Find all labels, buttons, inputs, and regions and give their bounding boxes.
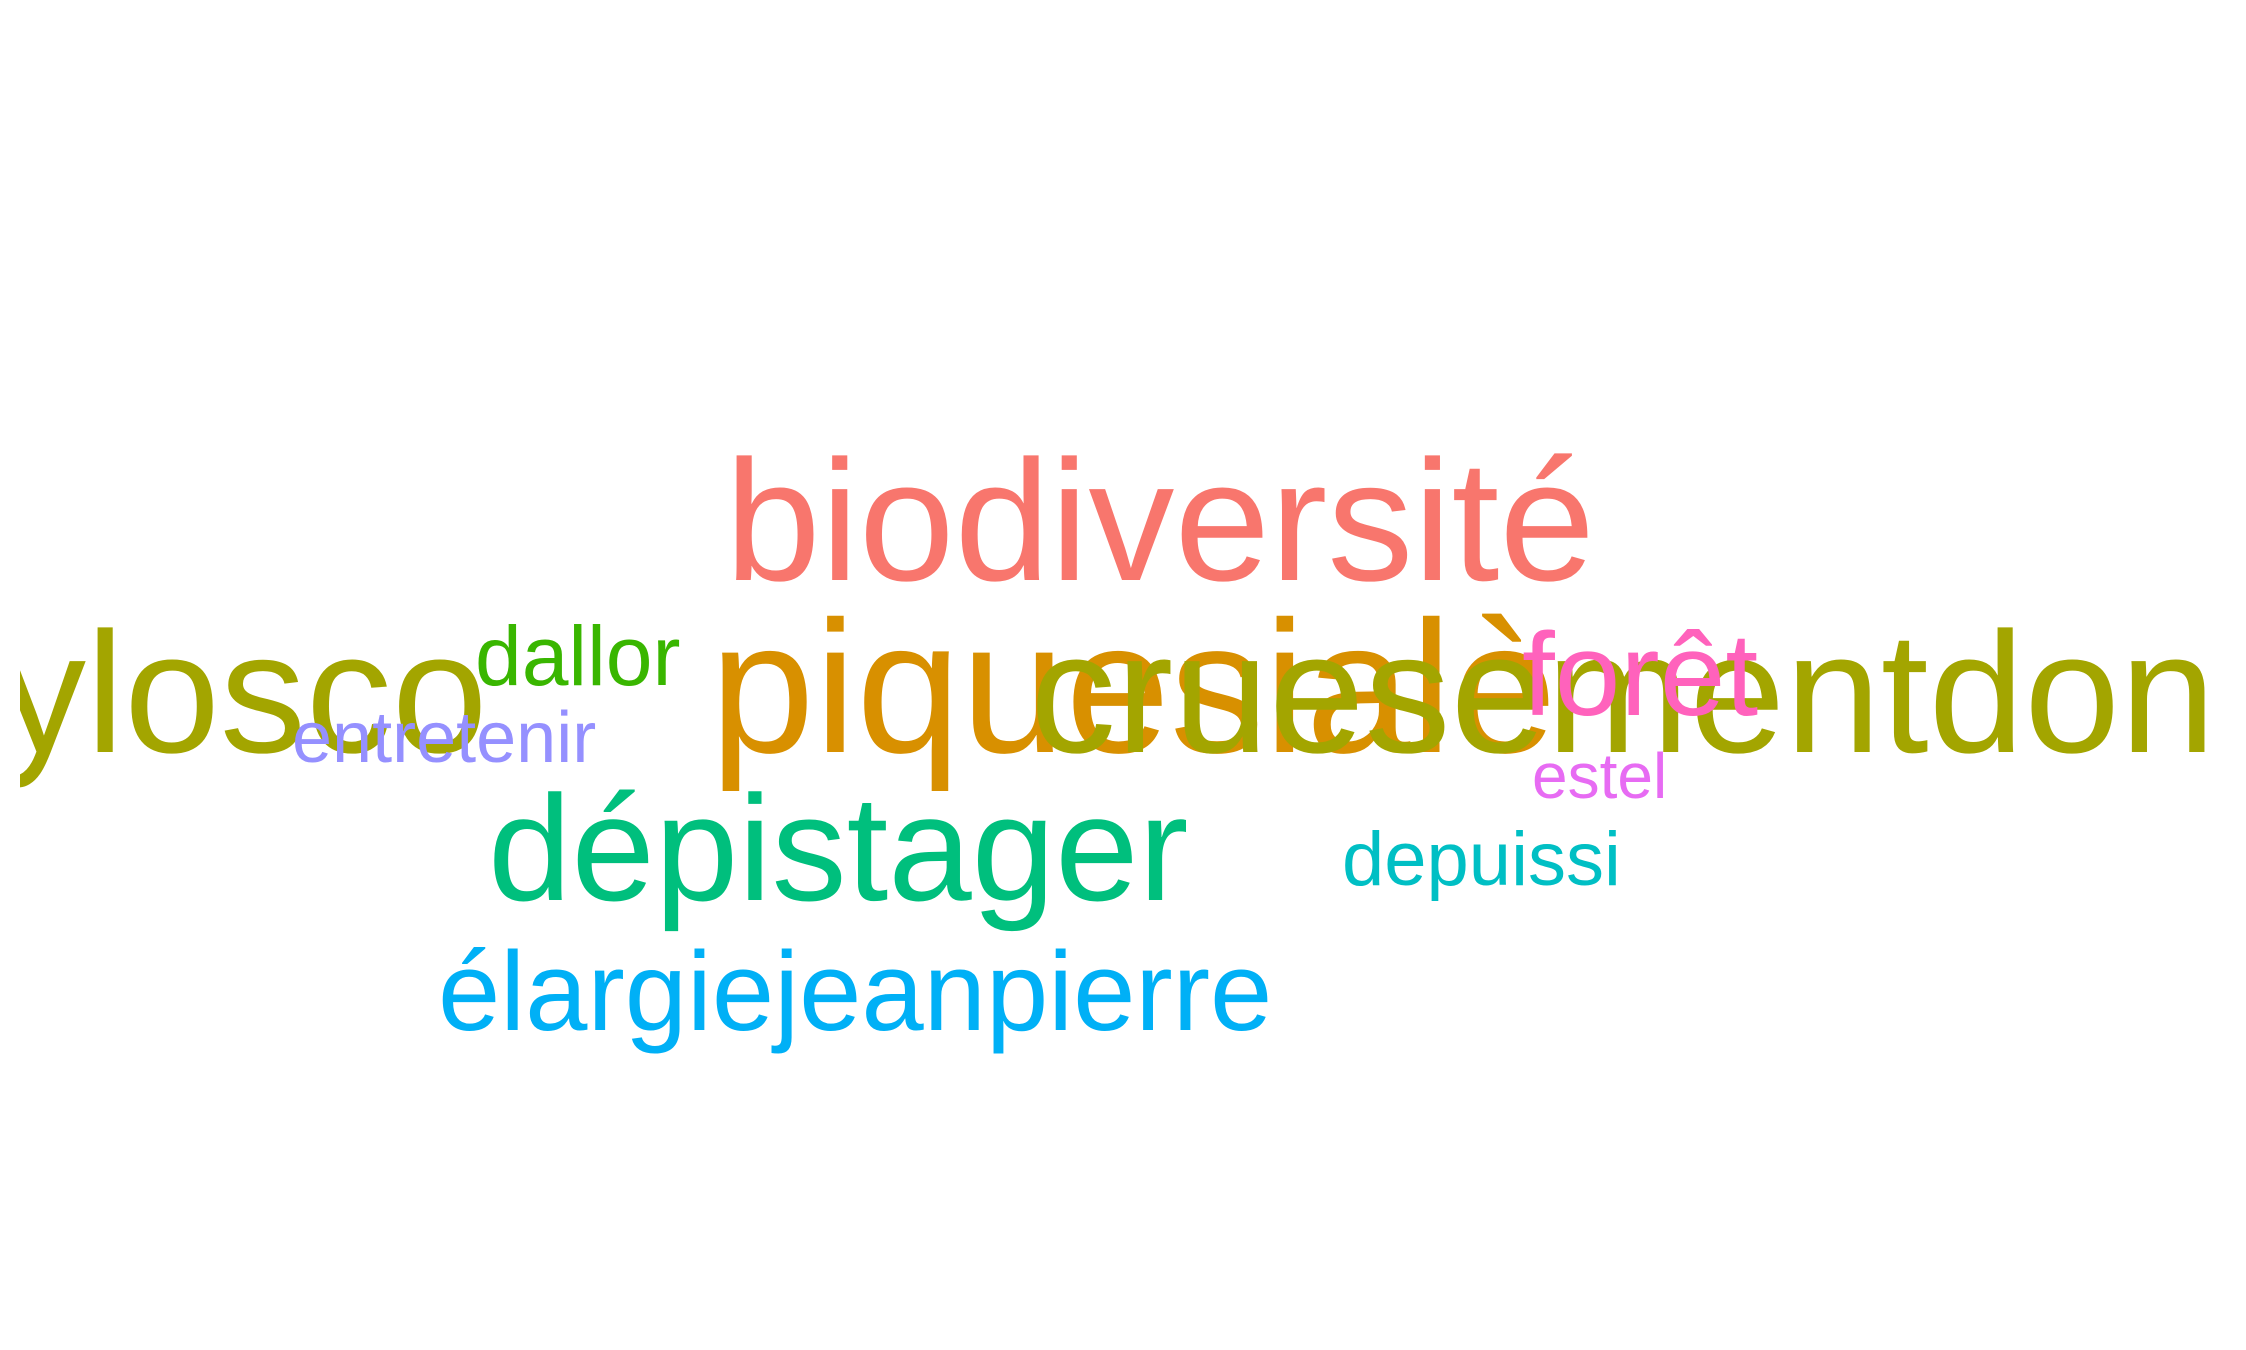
word-ylosco: ylosco — [0, 597, 488, 789]
word-piquesiale: piquesialè — [710, 582, 1557, 792]
word-dallor: dallor — [475, 609, 680, 703]
word-entretenir: entretenir — [292, 698, 596, 778]
word-depistager: dépistager — [488, 764, 1189, 932]
word-estel: estel — [1532, 740, 1667, 812]
word-foret: forêt — [1522, 609, 1758, 741]
word-cruesementdons: cruesementdons — [1030, 597, 2246, 789]
word-depuissi: depuissi — [1342, 817, 1621, 902]
word-elargiejeanpierre: élargiejeanpierre — [438, 929, 1272, 1054]
word-biodiversite: biodiversité — [725, 425, 1595, 617]
